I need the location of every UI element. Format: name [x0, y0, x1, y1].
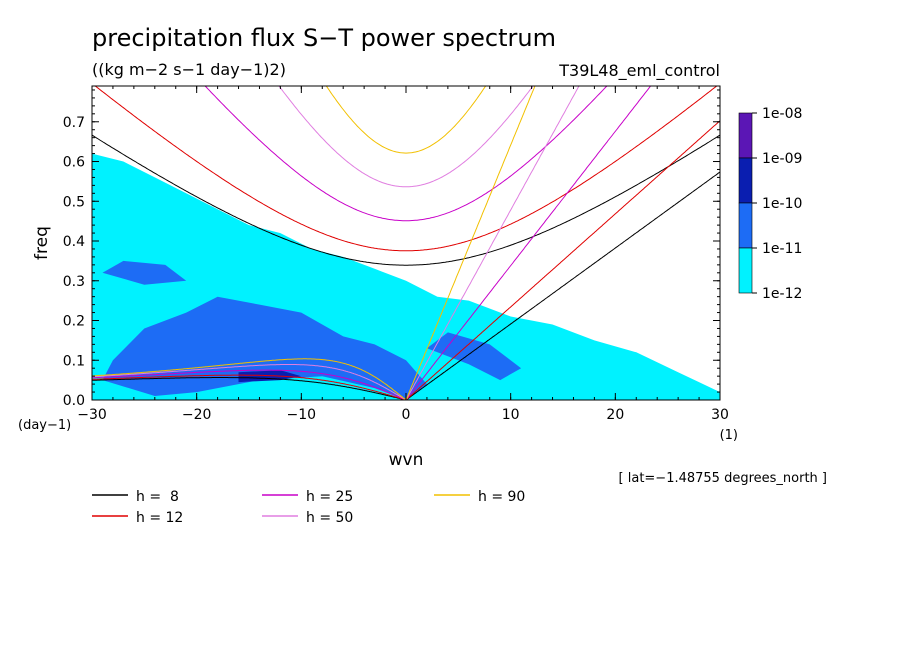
y-tick-label-3: 0.3	[63, 274, 85, 290]
y-units: (day−1)	[18, 418, 71, 433]
kelvin-curve-0	[405, 171, 720, 400]
legend-label-4: h = 90	[478, 489, 525, 505]
x-tick-label-4: 10	[502, 407, 520, 423]
kelvin-curve-3	[405, 86, 580, 400]
gravity-curve-0	[92, 134, 720, 266]
rossby-curve-1	[92, 374, 407, 400]
legend-label-3: h = 50	[306, 510, 353, 526]
y-axis-label: freq	[32, 226, 52, 260]
legend: h = 8 h = 12 h = 25 h = 50 h = 90	[92, 489, 525, 526]
colorbar-swatch-2	[738, 202, 753, 249]
legend-label-0: h = 8	[136, 489, 179, 505]
legend-label-2: h = 25	[306, 489, 353, 505]
y-tick-label-7: 0.7	[63, 115, 85, 131]
colorbar-swatch-1	[738, 157, 753, 204]
y-tick-label-2: 0.2	[63, 314, 85, 330]
x-tick-label-5: 20	[606, 407, 624, 423]
colorbar-label-1: 1e-09	[762, 151, 802, 167]
x-tick-label-0: −30	[77, 407, 107, 423]
kelvin-curve-2	[405, 86, 652, 400]
rossby-curve-3	[92, 364, 407, 400]
kelvin-curve-4	[405, 86, 536, 400]
chart-subtitle: ((kg m−2 s−1 day−1)2)	[92, 60, 286, 79]
rossby-curve-4	[92, 358, 407, 400]
x-units: (1)	[720, 428, 738, 443]
x-tick-label-6: 30	[711, 407, 729, 423]
colorbar-swatch-0	[738, 112, 753, 159]
gravity-curve-4	[325, 86, 487, 154]
kelvin-curve-1	[405, 120, 720, 400]
x-axis-label: wvn	[389, 450, 424, 470]
y-tick-label-6: 0.6	[63, 155, 85, 171]
colorbar-label-3: 1e-11	[762, 241, 802, 257]
x-tick-label-3: 0	[402, 407, 411, 423]
x-tick-label-1: −20	[182, 407, 212, 423]
colorbar-label-2: 1e-10	[762, 196, 802, 212]
colorbar-label-4: 1e-12	[762, 286, 802, 302]
gravity-curve-2	[204, 86, 608, 222]
legend-label-1: h = 12	[136, 510, 183, 526]
axis-ticks: −30 −20 −10 0 10 20 30 0.0 0.1 0.2 0.3 0.4 0.5 0.6 0.7	[63, 86, 729, 423]
y-tick-label-4: 0.4	[63, 234, 85, 250]
dispersion-curves	[92, 86, 720, 400]
contour-region-2	[426, 332, 522, 381]
rossby-curve-2	[92, 369, 407, 400]
spectrum-contours	[92, 153, 720, 400]
y-tick-label-5: 0.5	[63, 194, 85, 210]
colorbar-label-0: 1e-08	[762, 106, 802, 122]
run-label: T39L48_eml_control	[558, 61, 720, 81]
colorbar: 1e-08 1e-09 1e-10 1e-11 1e-12	[738, 106, 802, 302]
y-tick-label-1: 0.1	[63, 353, 85, 369]
y-tick-label-0: 0.0	[63, 393, 85, 409]
colorbar-swatch-3	[738, 247, 753, 294]
contour-region-3	[102, 260, 187, 285]
chart-title: precipitation flux S−T power spectrum	[92, 24, 556, 52]
gravity-curve-1	[94, 86, 718, 252]
x-tick-label-2: −10	[287, 407, 317, 423]
contour-region-1	[102, 296, 427, 400]
gravity-curve-3	[278, 86, 534, 188]
rossby-curve-0	[92, 377, 407, 400]
latitude-annotation: [ lat=−1.48755 degrees_north ]	[619, 471, 827, 486]
